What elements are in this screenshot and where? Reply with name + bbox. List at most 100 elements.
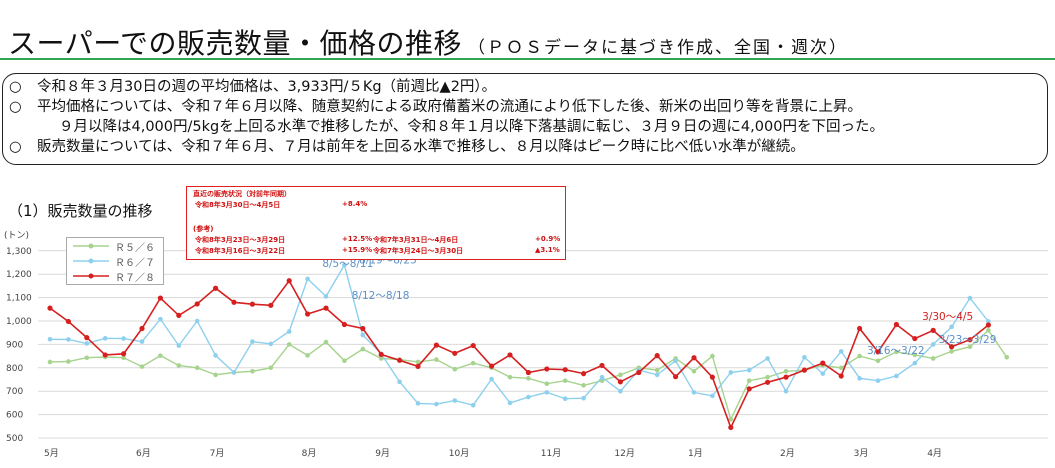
data-point <box>489 376 494 382</box>
data-point <box>1004 354 1010 360</box>
data-point <box>802 354 807 360</box>
y-tick-label: 600 <box>6 411 23 421</box>
summary-line-2: ○ 平均価格については、令和７年６月以降、随意契約による政府備蓄米の流通により低下… <box>9 99 863 115</box>
y-tick-label: 900 <box>6 340 23 350</box>
sales-box-heading: 直近の販売状況（対前年同期） <box>193 190 291 198</box>
data-point <box>194 301 200 307</box>
x-tick-label: 7月 <box>210 448 225 459</box>
series-line-6 <box>49 263 989 406</box>
data-point <box>857 325 863 332</box>
x-tick-label: 1月 <box>688 448 703 459</box>
data-point <box>158 316 163 322</box>
data-point <box>231 370 237 375</box>
sales-row2-value: +12.5% <box>342 235 373 243</box>
data-point <box>746 378 752 383</box>
data-point <box>801 367 808 373</box>
data-point <box>654 367 660 373</box>
bullet-icon: ○ <box>9 79 22 95</box>
data-point <box>967 337 973 343</box>
x-tick-label: 4月 <box>927 448 942 459</box>
data-point <box>360 325 366 332</box>
x-tick-label: 6月 <box>136 448 151 459</box>
data-point <box>599 374 605 380</box>
x-tick-label: 11月 <box>541 448 561 459</box>
data-point <box>783 388 789 394</box>
data-point <box>893 321 900 328</box>
data-point <box>654 353 660 359</box>
data-point <box>176 343 182 348</box>
data-point <box>838 365 844 371</box>
data-point <box>562 378 568 383</box>
title-subtitle: （ＰＯＳデータに基づき作成、全国・週次） <box>468 38 849 58</box>
x-tick-label: 5月 <box>44 448 59 459</box>
data-point <box>139 339 145 344</box>
data-point <box>341 321 347 328</box>
sales-row2-compare-value: +0.9% <box>535 235 561 243</box>
data-point <box>194 318 200 324</box>
data-point <box>286 278 292 284</box>
data-point <box>397 357 403 363</box>
y-tick-label: 1,300 <box>6 247 32 257</box>
data-point <box>249 301 255 307</box>
data-point <box>360 332 366 338</box>
legend-swatch-r6 <box>73 258 109 264</box>
data-point <box>673 358 678 364</box>
data-point <box>194 365 200 371</box>
data-point <box>415 363 421 369</box>
data-point <box>912 360 918 366</box>
data-point <box>286 329 292 334</box>
legend-swatch-r7 <box>73 273 109 279</box>
y-tick-label: 1,000 <box>6 317 32 327</box>
chart-annotation: 8/12～8/18 <box>352 290 410 302</box>
sales-row2-period: 令和8年3月23日～3月29日 <box>195 236 286 244</box>
data-point <box>121 355 126 361</box>
data-point <box>84 335 90 341</box>
data-point <box>894 373 899 379</box>
summary-line-3: ９月以降は4,000円/5kgを上回る水準で推移したが、令和８年１月以降下落基調… <box>59 119 884 135</box>
data-point <box>599 362 605 369</box>
data-point <box>857 353 862 359</box>
y-axis-unit: (トン) <box>4 231 29 241</box>
data-point <box>47 305 53 311</box>
data-point <box>930 327 936 333</box>
data-point <box>949 324 954 330</box>
sales-row3-compare: 令和7年3月24日～3月30日 <box>373 247 464 255</box>
data-point <box>728 416 734 422</box>
data-point <box>452 398 458 403</box>
y-tick-label: 1,100 <box>6 294 32 304</box>
data-point <box>581 371 587 377</box>
data-point <box>765 379 771 385</box>
data-point <box>710 353 715 359</box>
data-point <box>562 367 568 373</box>
data-point <box>985 322 992 328</box>
data-point <box>268 341 274 347</box>
legend-item-r5: Ｒ５／６ <box>67 239 163 254</box>
chart-legend: Ｒ５／６ Ｒ６／７ Ｒ７／８ <box>66 237 164 285</box>
summary-line-4: ○ 販売数量については、令和７年６月、７月は前年を上回る水準で推移し、８月以降はピ… <box>9 139 805 155</box>
data-point <box>452 350 458 356</box>
data-point <box>378 351 384 358</box>
x-tick-label: 9月 <box>375 448 390 459</box>
data-point <box>66 359 71 364</box>
data-point <box>562 396 568 401</box>
data-point <box>875 349 881 355</box>
data-point <box>710 393 715 399</box>
data-point <box>765 374 770 380</box>
data-point <box>470 360 476 366</box>
data-point <box>433 342 439 348</box>
data-point <box>636 369 642 376</box>
data-point <box>66 337 71 342</box>
data-point <box>286 342 292 347</box>
data-point <box>912 335 918 342</box>
data-point <box>452 366 458 372</box>
data-point <box>47 359 53 365</box>
x-tick-label: 10月 <box>449 448 469 459</box>
data-point <box>986 319 991 324</box>
data-point <box>691 390 697 395</box>
data-point <box>378 356 384 361</box>
data-point <box>305 276 310 282</box>
data-point <box>470 342 476 349</box>
x-tick-label: 2月 <box>780 448 795 459</box>
sales-row1-period: 令和8年3月30日～4月5日 <box>195 201 281 209</box>
